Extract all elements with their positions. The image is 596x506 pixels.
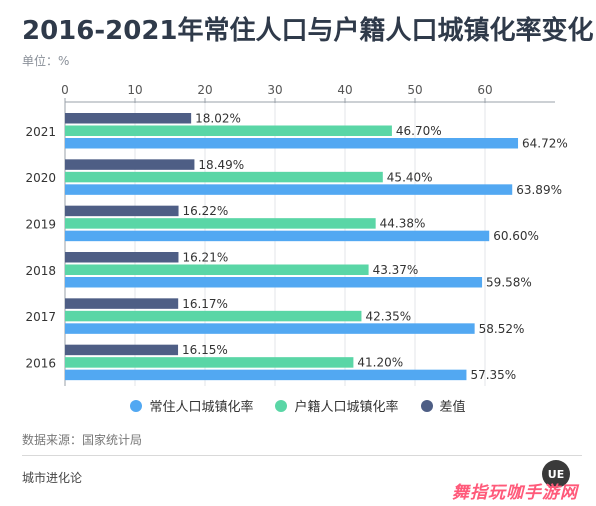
legend: 常住人口城镇化率 户籍人口城镇化率 差值: [0, 396, 596, 415]
bar-value-label: 18.02%: [195, 112, 241, 126]
bar: [65, 125, 392, 136]
bar: [65, 277, 483, 288]
x-tick-label: 0: [61, 83, 69, 97]
bar: [65, 205, 179, 217]
bar-value-label: 45.40%: [387, 170, 433, 184]
brand-name: 城市进化论: [22, 471, 83, 485]
bar-value-label: 57.35%: [470, 368, 516, 382]
bar-value-label: 60.60%: [493, 229, 539, 243]
x-tick-label: 10: [127, 83, 142, 97]
bar-value-label: 43.37%: [373, 263, 419, 277]
bar-value-label: 58.52%: [479, 322, 525, 336]
x-tick-label: 60: [477, 83, 492, 97]
brand-logo-icon: UE: [542, 460, 570, 488]
bar: [65, 298, 179, 309]
legend-dot-resident: [130, 399, 143, 412]
bar: [65, 323, 475, 334]
bar-value-label: 42.35%: [365, 309, 411, 323]
bar: [65, 252, 179, 263]
y-category-label: 2021: [25, 125, 56, 139]
x-tick-label: 40: [337, 83, 352, 97]
legend-dot-registered: [275, 399, 288, 412]
bar: [65, 159, 195, 170]
bar-value-label: 16.17%: [182, 297, 228, 311]
unit-label: 单位：%: [22, 54, 70, 68]
bar-value-label: 59.58%: [486, 276, 532, 290]
legend-dot-diff: [420, 399, 433, 412]
y-category-label: 2018: [25, 264, 56, 278]
bar: [65, 230, 490, 242]
bar-value-label: 16.21%: [182, 251, 228, 265]
x-tick-label: 50: [407, 83, 422, 97]
bar-value-label: 41.20%: [357, 356, 403, 370]
legend-label-resident: 常住人口城镇化率: [149, 400, 254, 415]
bar: [65, 344, 179, 356]
x-tick-label: 30: [267, 83, 282, 97]
y-category-label: 2016: [25, 356, 56, 370]
bar: [65, 138, 519, 149]
chart-title: 2016-2021年常住人口与户籍人口城镇化率变化: [22, 16, 594, 46]
bar: [65, 113, 192, 124]
y-category-label: 2017: [25, 310, 56, 324]
bar: [65, 369, 467, 381]
bar: [65, 184, 513, 195]
bar: [65, 171, 383, 183]
bar-value-label: 18.49%: [198, 158, 244, 172]
data-source: 数据来源：国家统计局: [22, 433, 143, 447]
bar: [65, 218, 376, 229]
bar-value-label: 46.70%: [396, 124, 442, 138]
bar: [65, 264, 369, 275]
bar-value-label: 44.38%: [380, 217, 426, 231]
site-watermark: 舞指玩咖手游网: [452, 483, 578, 503]
bar: [65, 310, 362, 322]
bar: [65, 357, 354, 368]
bar-value-label: 64.72%: [522, 137, 568, 151]
legend-label-registered: 户籍人口城镇化率: [294, 400, 399, 415]
bar-value-label: 16.15%: [182, 343, 228, 357]
bar-value-label: 16.22%: [183, 204, 229, 218]
footer-divider: [22, 455, 582, 456]
y-category-label: 2019: [25, 217, 56, 231]
bar-value-label: 63.89%: [516, 183, 562, 197]
legend-item-diff[interactable]: 差值: [420, 396, 466, 415]
y-category-label: 2020: [25, 171, 56, 185]
x-tick-label: 20: [197, 83, 212, 97]
bar-chart: 0 10 20 30 40 50 60 2021 18.02% 46.70% 64.72% 2020 1…: [25, 83, 568, 386]
legend-item-registered[interactable]: 户籍人口城镇化率: [275, 396, 399, 415]
legend-label-diff: 差值: [439, 400, 466, 415]
legend-item-resident[interactable]: 常住人口城镇化率: [130, 396, 253, 415]
